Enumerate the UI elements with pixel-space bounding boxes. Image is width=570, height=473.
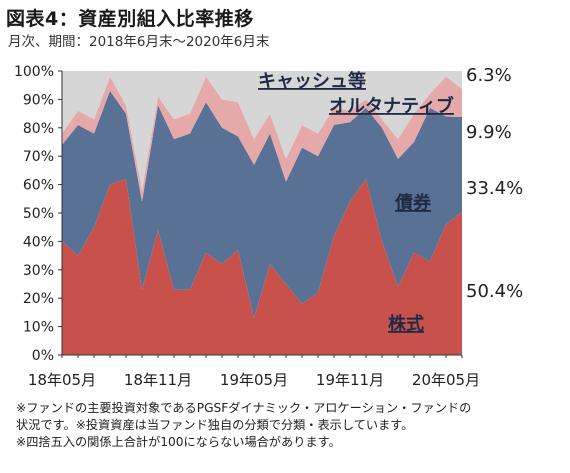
y-tick-label: 90% (23, 92, 54, 108)
series-label-bonds: 債券 (394, 192, 432, 214)
y-tick-label: 50% (23, 206, 54, 222)
x-tick-label: 20年05月 (412, 371, 480, 389)
y-tick-label: 100% (14, 64, 54, 80)
area-bonds (62, 90, 462, 319)
series-label-alternative: オルタナティブ (329, 95, 454, 117)
y-tick-label: 60% (23, 178, 54, 194)
x-tick-label: 18年05月 (28, 371, 96, 389)
series-label-stocks: 株式 (388, 313, 424, 335)
series-label-cash: キャッシュ等 (258, 70, 366, 92)
x-tick-label: 18年11月 (124, 371, 192, 389)
end-value-bonds: 33.4% (466, 178, 523, 199)
end-value-cash: 6.3% (466, 65, 512, 86)
y-tick-label: 70% (23, 149, 54, 165)
footnote-line: ※ファンドの主要投資対象であるPGSFダイナミック・アロケーション・ファンドの (16, 401, 472, 415)
y-tick-label: 10% (23, 320, 54, 336)
area-cash (62, 71, 462, 191)
y-tick-label: 40% (23, 234, 54, 250)
footnotes: ※ファンドの主要投資対象であるPGSFダイナミック・アロケーション・ファンドの … (16, 400, 561, 451)
x-tick-label: 19年05月 (220, 371, 288, 389)
x-tick-label: 19年11月 (316, 371, 384, 389)
chart-subtitle: 月次、期間：2018年6月末～2020年6月末 (8, 34, 270, 50)
stacked-area-chart: 0% 10% 20% 30% 40% 50% 60% 70% 80% 90% 100% 18年05月… (14, 64, 523, 389)
footnote-line: 状況です。※投資資産は当ファンド独自の分類で分類・表示しています。 (16, 418, 414, 432)
chart-title: 図表4：資産別組入比率推移 (6, 8, 254, 30)
end-value-stocks: 50.4% (466, 281, 523, 302)
y-tick-label: 80% (23, 121, 54, 137)
area-stocks (62, 178, 462, 355)
x-axis: 18年05月 18年11月 19年05月 19年11月 20年05月 (28, 354, 480, 389)
end-value-alternative: 9.9% (466, 122, 512, 143)
y-axis: 0% 10% 20% 30% 40% 50% 60% 70% 80% 90% 100% (14, 64, 63, 364)
y-tick-label: 30% (23, 263, 54, 279)
plot-area (62, 71, 462, 355)
footnote-line: ※四捨五入の関係上合計が100にならない場合があります。 (16, 435, 341, 449)
y-tick-label: 0% (32, 348, 54, 364)
area-alternative (62, 76, 462, 202)
y-tick-label: 20% (23, 291, 54, 307)
